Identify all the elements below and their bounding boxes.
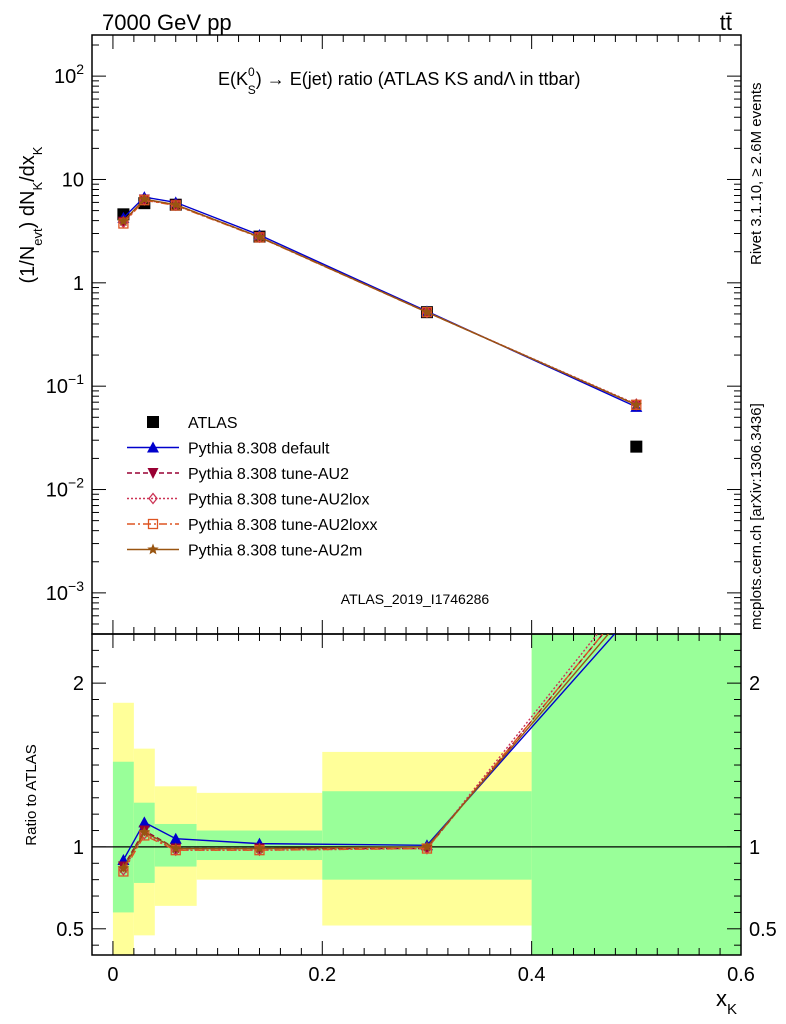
ylabel-c-sub: K — [30, 146, 45, 155]
energy-label: 7000 GeV pp — [102, 10, 232, 35]
legend: ATLAS Pythia 8.308 default Pythia 8.308 tu… — [127, 415, 377, 560]
ratio-series-3-point — [632, 589, 641, 598]
ratio-ytick-label: 1 — [73, 837, 84, 859]
legend-marker-4 — [147, 518, 159, 530]
xtick-label: 0 — [107, 964, 118, 986]
main-ytick-exp: −3 — [68, 578, 84, 594]
main-ytick-label: 10−1 — [46, 371, 84, 398]
ylabel-a-sub: evt — [30, 228, 45, 246]
legend-label-1: Pythia 8.308 default — [188, 441, 330, 458]
ratio-axes: 0 0.2 0.4 0.6 0.5 0.5 1 1 2 2 — [56, 633, 777, 986]
xtick-label: 0.2 — [308, 964, 336, 986]
main-ytick-exp: −1 — [68, 371, 84, 387]
main-title: E(K0 S) → E(jet) ratio (ATLAS KS andΛ in … — [218, 65, 581, 97]
xlabel: xK — [716, 986, 737, 1018]
series-5-point — [253, 230, 266, 242]
title-prefix: E(K — [218, 69, 248, 89]
ratio-ytick-label-right: 0.5 — [749, 919, 777, 941]
series-2-line — [122, 198, 637, 406]
ratio-series-3-line — [122, 634, 604, 872]
main-ylabel: (1/Nevt) dNK/dxK — [17, 146, 45, 283]
main-ytick-base: 10 — [46, 376, 68, 398]
legend-label-0: ATLAS — [188, 415, 238, 432]
legend-marker-3 — [148, 492, 158, 505]
ratio-series-4-point — [138, 826, 150, 837]
main-ytick-exp: 2 — [76, 61, 84, 77]
process-label: tt̄ — [720, 10, 732, 35]
ratio-series-1-point — [631, 588, 642, 599]
ratio-series-4-point — [117, 862, 130, 874]
ratio-series-4-point — [170, 842, 182, 854]
ylabel-c: /dx — [17, 155, 39, 182]
ylabel-a: (1/N — [17, 246, 39, 284]
ratio-ytick-label-right: 1 — [749, 837, 760, 859]
main-series-group — [117, 191, 643, 453]
side-source-label: mcplots.cern.ch [arXiv:1306.3436] — [748, 403, 765, 630]
series-0-point — [630, 440, 643, 453]
series-4-line — [122, 199, 637, 406]
series-5-point — [421, 306, 433, 317]
legend-marker-0 — [147, 416, 159, 428]
legend-label-2: Pythia 8.308 tune-AU2 — [188, 466, 349, 483]
main-ytick-exp: −2 — [68, 475, 84, 491]
side-version-label: Rivet 3.1.10, ≥ 2.6M events — [748, 83, 765, 266]
legend-label-5: Pythia 8.308 tune-AU2m — [188, 543, 362, 560]
ratio-series-2-line — [122, 634, 599, 871]
series-5-point — [170, 198, 182, 210]
main-ytick-base: 10 — [46, 480, 68, 502]
ylabel-b: ) dN — [17, 191, 39, 229]
series-5-point — [117, 215, 130, 226]
series-1-line — [122, 196, 637, 408]
ratio-frame — [91, 633, 742, 956]
green-band-4 — [322, 791, 532, 880]
legend-marker-1 — [147, 441, 159, 453]
ratio-series-0-point — [138, 816, 151, 828]
main-ytick-base: 10 — [54, 66, 76, 88]
ratio-ylabel: Ratio to ATLAS — [23, 744, 40, 845]
main-ytick-label: 102 — [54, 61, 84, 88]
legend-label-4: Pythia 8.308 tune-AU2loxx — [188, 517, 377, 534]
green-band-1 — [133, 802, 155, 883]
main-ytick-label: 1 — [73, 273, 84, 295]
ratio-series-0-point — [169, 832, 182, 844]
series-layer — [117, 191, 643, 877]
ratio-ytick-label: 0.5 — [56, 919, 84, 941]
main-ytick-label: 10−2 — [46, 475, 84, 502]
title-sup: 0 — [248, 65, 255, 79]
ratio-series-group — [117, 580, 642, 877]
ratio-series-4-point — [253, 842, 266, 854]
ratio-series-4-point — [631, 595, 642, 606]
ylabel-b-sub: K — [30, 182, 45, 191]
ratio-series-2-point — [632, 580, 640, 590]
main-ytick-base: 1 — [73, 273, 84, 295]
series-5-point — [138, 193, 150, 204]
series-3-line — [122, 199, 637, 405]
xtick-label: 0.6 — [727, 964, 755, 986]
green-band-0 — [112, 761, 134, 913]
main-ytick-base: 10 — [62, 169, 84, 191]
xlabel-a-sub: K — [727, 1001, 737, 1018]
series-5-line — [122, 198, 637, 406]
ratio-series-0-point — [630, 603, 642, 614]
legend-label-3: Pythia 8.308 tune-AU2lox — [188, 492, 369, 509]
series-5-point — [630, 398, 642, 410]
ratio-series-4-point — [421, 840, 433, 852]
xlabel-a: x — [716, 986, 727, 1011]
main-ytick-label: 10 — [62, 169, 84, 191]
xtick-label: 0.4 — [518, 964, 546, 986]
title-sub: S — [248, 83, 256, 97]
legend-marker-2 — [147, 468, 159, 479]
ratio-series-4-line — [122, 634, 610, 869]
ratio-ytick-label-right: 2 — [749, 673, 760, 695]
legend-marker-5 — [147, 543, 159, 555]
ratio-ytick-label: 2 — [73, 673, 84, 695]
ratio-uncertainty-bands — [112, 634, 741, 955]
main-ytick-base: 10 — [46, 583, 68, 605]
title-suffix: ) → E(jet) ratio (ATLAS KS andΛ in ttbar… — [256, 69, 581, 89]
main-ytick-label: 10−3 — [46, 578, 84, 605]
analysis-watermark: ATLAS_2019_I1746286 — [341, 591, 490, 607]
